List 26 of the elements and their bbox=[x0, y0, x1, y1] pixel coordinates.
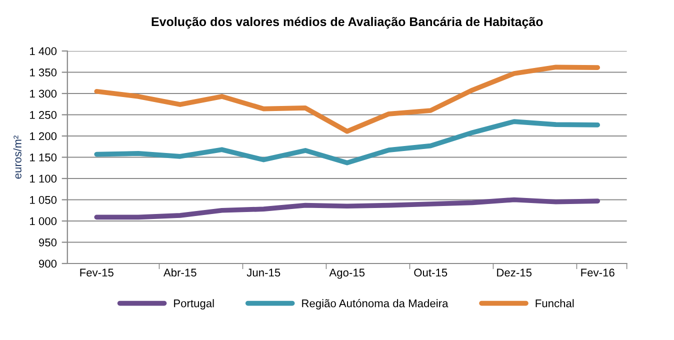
x-tick-label: Fev-16 bbox=[581, 268, 614, 277]
x-tick-label: Ago-15 bbox=[329, 268, 365, 279]
y-tick-label: 1 400 bbox=[30, 47, 57, 56]
x-tick-label: Jun-15 bbox=[246, 268, 280, 277]
x-tick-label: Abr-15 bbox=[163, 268, 196, 277]
y-tick-label: 1 300 bbox=[30, 90, 57, 98]
y-tick-label: 1 200 bbox=[30, 132, 57, 140]
line-series bbox=[94, 64, 600, 134]
legend-label: Região Autónoma da Madeira bbox=[302, 299, 448, 310]
line-series bbox=[94, 119, 600, 166]
y-tick-label: 900 bbox=[38, 260, 57, 268]
y-tick-label: 1 250 bbox=[30, 111, 57, 119]
legend-label: Funchal bbox=[536, 299, 574, 308]
x-tick-label: Fev-15 bbox=[80, 268, 114, 277]
legend-label: Portugal bbox=[174, 299, 214, 310]
x-tick-label: Out-15 bbox=[414, 268, 448, 277]
y-axis-title: euros/m² bbox=[13, 136, 22, 179]
y-tick-label: 1 050 bbox=[30, 196, 57, 204]
y-tick-label: 1 150 bbox=[30, 154, 57, 162]
line-series bbox=[94, 197, 600, 220]
x-tick-label: Dez-15 bbox=[497, 268, 532, 277]
y-tick-label: 1 100 bbox=[30, 174, 57, 183]
chart-title: Evolução dos valores médios de Avaliação Bancária de Habitação bbox=[152, 16, 543, 29]
y-tick-label: 950 bbox=[38, 238, 57, 246]
y-tick-label: 1 000 bbox=[30, 217, 57, 226]
y-tick-label: 1 350 bbox=[30, 68, 57, 76]
